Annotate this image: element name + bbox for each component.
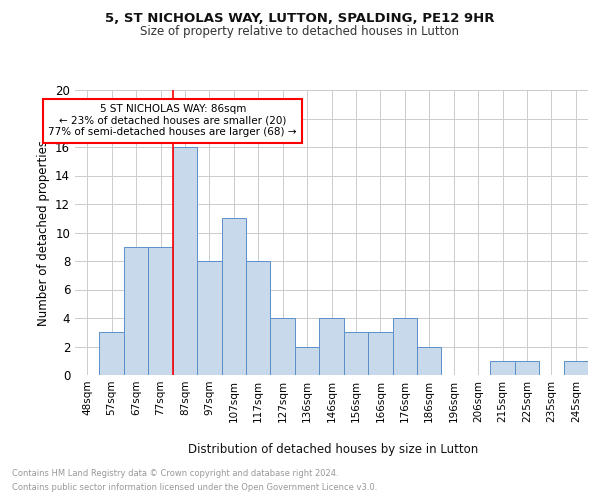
Bar	[490, 361, 515, 375]
Text: 5 ST NICHOLAS WAY: 86sqm
← 23% of detached houses are smaller (20)
77% of semi-d: 5 ST NICHOLAS WAY: 86sqm ← 23% of detach…	[49, 104, 297, 138]
Text: Contains public sector information licensed under the Open Government Licence v3: Contains public sector information licen…	[12, 484, 377, 492]
Bar	[197, 261, 221, 375]
Bar	[221, 218, 246, 375]
Bar	[563, 361, 588, 375]
Bar	[246, 261, 271, 375]
Text: Size of property relative to detached houses in Lutton: Size of property relative to detached ho…	[140, 25, 460, 38]
Bar	[344, 332, 368, 375]
Bar	[295, 346, 319, 375]
Bar	[124, 246, 148, 375]
Y-axis label: Number of detached properties: Number of detached properties	[37, 140, 50, 326]
Text: 5, ST NICHOLAS WAY, LUTTON, SPALDING, PE12 9HR: 5, ST NICHOLAS WAY, LUTTON, SPALDING, PE…	[105, 12, 495, 26]
Bar	[319, 318, 344, 375]
Bar	[392, 318, 417, 375]
Bar	[417, 346, 442, 375]
Bar	[173, 147, 197, 375]
Bar	[148, 246, 173, 375]
Bar	[368, 332, 392, 375]
Text: Contains HM Land Registry data © Crown copyright and database right 2024.: Contains HM Land Registry data © Crown c…	[12, 468, 338, 477]
Bar	[515, 361, 539, 375]
Text: Distribution of detached houses by size in Lutton: Distribution of detached houses by size …	[188, 442, 478, 456]
Bar	[271, 318, 295, 375]
Bar	[100, 332, 124, 375]
